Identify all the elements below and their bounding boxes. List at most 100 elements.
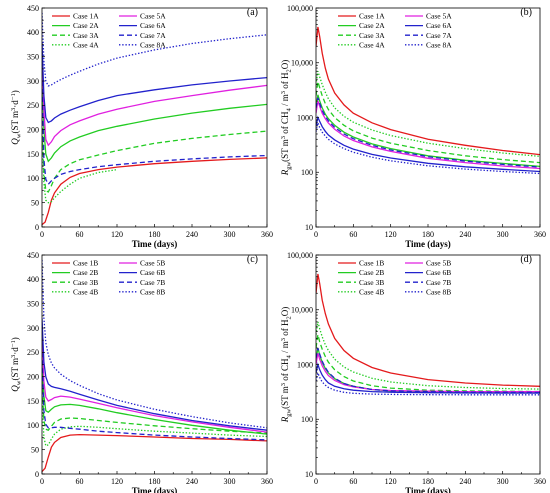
y-label-part: 4 [286, 107, 293, 111]
legend-label: Case 6A [140, 21, 166, 30]
x-axis-label: Time (days) [405, 239, 451, 249]
y-tick-label: 100 [27, 174, 39, 183]
x-tick-label: 360 [534, 477, 546, 486]
legend-label: Case 6A [426, 21, 452, 30]
y-tick-label: 250 [27, 101, 39, 110]
y-tick-label: 10,000 [291, 59, 313, 68]
series-line-case-7a [42, 80, 267, 186]
x-tick-label: 240 [459, 477, 471, 486]
legend-label: Case 1A [73, 12, 99, 21]
series-line-case-4a [42, 129, 118, 204]
series-line-case-3a [316, 81, 540, 164]
y-label-part: 3 [10, 355, 17, 358]
x-tick-label: 360 [261, 477, 273, 486]
y-tick-label: 350 [27, 52, 39, 61]
y-tick-label: 10 [305, 470, 313, 479]
y-tick-label: 100 [301, 168, 313, 177]
series-line-case-8a [42, 12, 267, 87]
legend-label: Case 4A [73, 40, 99, 49]
series-line-case-5b [42, 337, 267, 433]
y-tick-label: 10,000 [291, 306, 313, 315]
x-tick-label: 120 [385, 230, 397, 239]
x-tick-label: 360 [261, 230, 273, 239]
x-axis-label: Time (days) [405, 486, 451, 493]
legend-label: Case 5B [426, 259, 451, 268]
series-group [316, 273, 540, 396]
legend-label: Case 1B [359, 259, 384, 268]
series-line-case-7a [316, 97, 540, 168]
legend-label: Case 3B [359, 278, 384, 287]
x-axis-label: Time (days) [132, 239, 178, 249]
y-label-part: / m [280, 94, 290, 108]
series-line-case-8b [316, 370, 540, 396]
legend-label: Case 5A [426, 12, 452, 21]
y-label-part: −1 [10, 93, 17, 100]
series-line-case-8b [42, 259, 267, 429]
y-tick-label: 1000 [297, 360, 313, 369]
y-label-part: −1 [10, 340, 17, 347]
legend-label: Case 2B [359, 268, 384, 277]
y-label-part: w [16, 380, 23, 385]
y-tick-label: 100 [301, 415, 313, 424]
x-tick-label: 0 [314, 477, 318, 486]
series-group [42, 259, 267, 473]
x-tick-label: 120 [111, 477, 123, 486]
y-tick-label: 300 [27, 324, 39, 333]
y-label-part: 3 [10, 108, 17, 111]
x-tick-label: 120 [111, 230, 123, 239]
y-label-part: (ST m [280, 139, 290, 162]
series-line-case-6b [42, 318, 267, 431]
y-label-part: O) [280, 60, 290, 70]
y-tick-label: 50 [31, 445, 39, 454]
series-line-case-1b [316, 273, 540, 387]
panel-d: 0 60 120 180 240 300 360 10 100 1000 10,000 100,000… [280, 251, 546, 493]
y-tick-label: 100 [27, 421, 39, 430]
legend-label: Case 7A [140, 31, 166, 40]
series-line-case-1a [316, 26, 540, 156]
x-tick-label: 360 [534, 230, 546, 239]
legend-label: Case 8B [140, 287, 165, 296]
y-tick-label: 450 [27, 251, 39, 260]
y-label-part: of CH [280, 358, 290, 383]
y-label-part: 3 [280, 338, 287, 341]
x-tick-label: 180 [149, 477, 161, 486]
y-tick-label: 100,000 [287, 251, 313, 260]
legend-label: Case 3A [73, 31, 99, 40]
series-line-case-5a [42, 51, 267, 147]
x-tick-label: 60 [349, 230, 357, 239]
y-label-part: w [16, 133, 23, 138]
y-label-part: / m [280, 341, 290, 355]
y-label-part: O) [280, 307, 290, 317]
y-label-part: R [280, 416, 290, 423]
legend-label: Case 2B [73, 268, 98, 277]
x-tick-label: 300 [224, 477, 236, 486]
x-tick-label: 60 [76, 477, 84, 486]
y-axis-label: Rgw(ST m3 of CH4 / m3 of H2O) [280, 60, 293, 177]
x-tick-label: 300 [497, 230, 509, 239]
y-tick-label: 400 [27, 275, 39, 284]
y-axis-label: Qw(ST m3·d−1) [10, 337, 23, 391]
y-tick-label: 350 [27, 299, 39, 308]
series-line-case-4b [316, 321, 540, 390]
panel-label: (c) [247, 254, 258, 265]
y-label-part: 4 [286, 354, 293, 358]
x-tick-label: 240 [186, 230, 198, 239]
series-line-case-2a [42, 80, 267, 163]
x-tick-label: 180 [422, 230, 434, 239]
x-tick-label: 180 [149, 230, 161, 239]
series-line-case-1a [42, 157, 267, 226]
y-label-part: (ST m [10, 358, 20, 381]
series-line-case-8a [316, 120, 540, 175]
y-label-part: gw [286, 162, 293, 170]
y-axis-label: Rgw(ST m3 of CH4 / m3 of H2O) [280, 307, 293, 424]
x-tick-label: 60 [349, 477, 357, 486]
x-tick-label: 0 [314, 230, 318, 239]
y-axis-label: Qw(ST m3·d−1) [10, 90, 23, 144]
y-label-part: Q [10, 385, 20, 392]
y-label-part: (ST m [10, 111, 20, 134]
legend-label: Case 5A [140, 12, 166, 21]
